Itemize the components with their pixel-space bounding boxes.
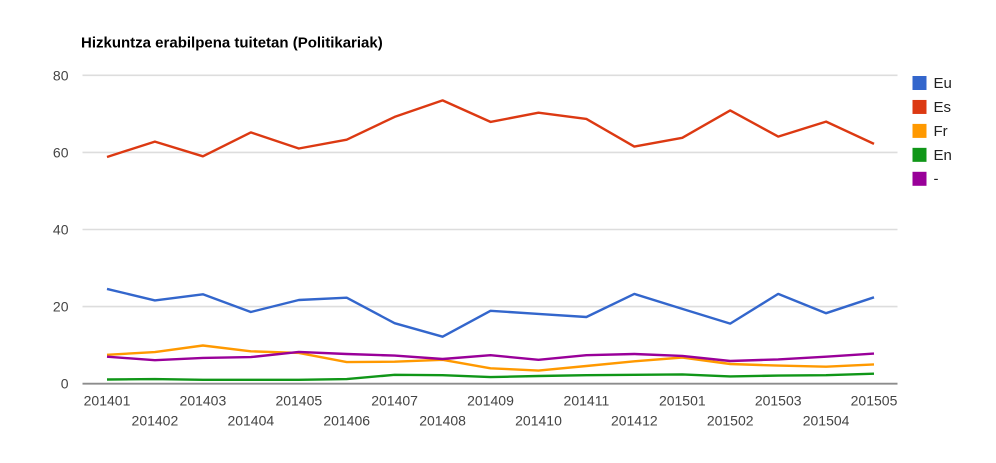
svg-text:40: 40: [53, 222, 69, 238]
svg-text:En: En: [934, 147, 952, 164]
svg-text:Hizkuntza erabilpena tuitetan: Hizkuntza erabilpena tuitetan (Politikar…: [81, 34, 383, 51]
svg-text:Es: Es: [934, 99, 952, 116]
svg-text:201409: 201409: [467, 392, 514, 408]
svg-text:Eu: Eu: [934, 75, 952, 92]
svg-text:201408: 201408: [419, 413, 466, 429]
svg-text:201402: 201402: [132, 413, 179, 429]
svg-text:201505: 201505: [851, 392, 898, 408]
svg-text:-: -: [934, 171, 939, 188]
svg-text:201410: 201410: [515, 413, 562, 429]
svg-text:60: 60: [53, 144, 69, 160]
svg-text:201407: 201407: [371, 392, 418, 408]
svg-text:201503: 201503: [755, 392, 802, 408]
svg-text:201411: 201411: [564, 392, 610, 408]
svg-text:201504: 201504: [803, 413, 850, 429]
svg-text:201412: 201412: [611, 413, 658, 429]
svg-text:201502: 201502: [707, 413, 754, 429]
svg-text:0: 0: [61, 376, 69, 392]
svg-text:201405: 201405: [275, 392, 322, 408]
svg-text:201501: 201501: [659, 392, 706, 408]
svg-text:20: 20: [53, 299, 69, 315]
svg-text:Fr: Fr: [934, 123, 948, 140]
svg-text:80: 80: [53, 67, 69, 83]
svg-text:201401: 201401: [84, 392, 131, 408]
svg-text:201403: 201403: [180, 392, 227, 408]
svg-text:201406: 201406: [323, 413, 370, 429]
svg-text:201404: 201404: [227, 413, 274, 429]
